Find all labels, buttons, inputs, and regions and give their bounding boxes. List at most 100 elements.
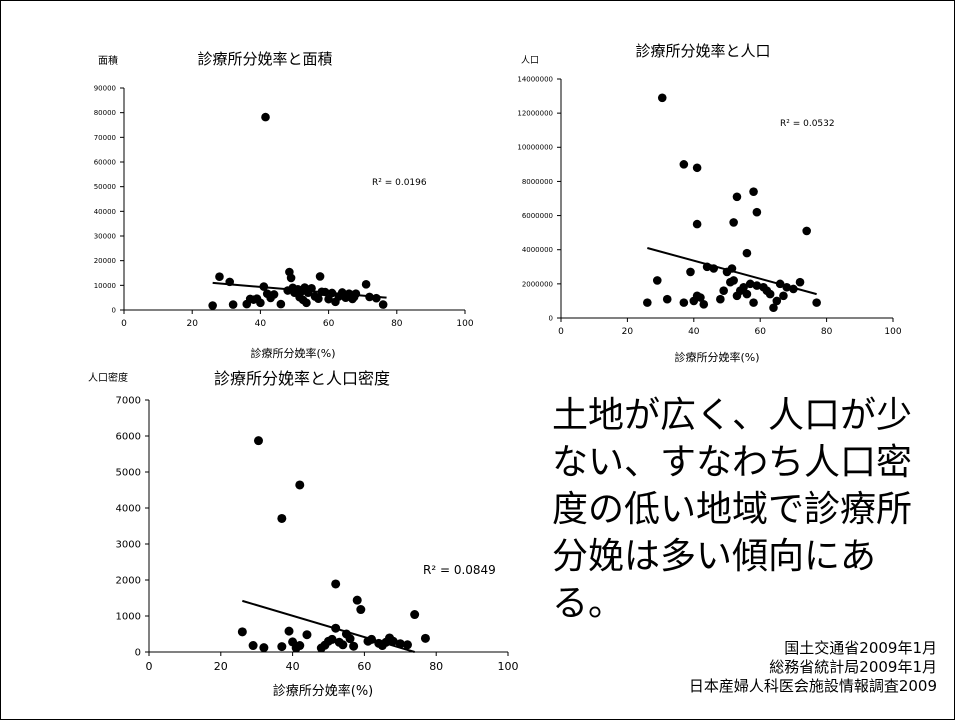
data-point <box>752 281 762 290</box>
data-point <box>228 300 238 309</box>
source-line: 国土交通省2009年1月 <box>784 639 937 657</box>
data-point <box>749 187 758 196</box>
data-point <box>395 639 405 649</box>
data-point <box>215 272 224 282</box>
data-point <box>765 289 775 299</box>
data-point <box>812 298 821 307</box>
r-squared-label: R² = 0.0532 <box>780 119 835 129</box>
y-tick-label: 14000000 <box>517 75 553 83</box>
data-point <box>749 298 758 307</box>
data-point <box>388 636 398 646</box>
data-point <box>742 289 752 299</box>
data-point <box>719 286 728 295</box>
source-line: 日本産婦人科医会施設情報調査2009 <box>688 677 937 695</box>
x-tick-label: 40 <box>688 327 700 337</box>
data-point <box>699 300 709 309</box>
data-point <box>732 192 742 202</box>
y-tick-label: 3000 <box>116 540 141 551</box>
data-point <box>739 282 748 292</box>
x-tick-label: 0 <box>121 319 127 329</box>
x-tick-label: 80 <box>429 660 443 673</box>
r-squared-label: R² = 0.0196 <box>372 178 427 188</box>
data-point <box>692 219 702 229</box>
x-tick-label: 100 <box>498 660 519 673</box>
data-point <box>716 294 725 304</box>
sources-block: 国土交通省2009年1月 総務省統計局2009年1月 日本産婦人科医会施設情報調… <box>689 639 937 696</box>
y-tick-label: 2000 <box>116 576 141 587</box>
data-point <box>402 640 412 650</box>
summary-text: 土地が広く、人口が少ない、すなわち人口密度の低い地域で診療所分娩は多い傾向にある… <box>552 395 913 624</box>
x-tick-label: 60 <box>357 660 371 673</box>
data-point <box>331 579 341 589</box>
y-tick-label: 1000 <box>116 612 141 623</box>
y-tick-label: 70000 <box>94 134 116 142</box>
data-point <box>652 276 662 285</box>
data-point <box>302 298 311 308</box>
x-tick-label: 0 <box>146 660 153 673</box>
data-point <box>338 640 348 650</box>
x-axis-label: 診療所分娩率(%) <box>674 350 759 364</box>
data-point <box>692 163 702 173</box>
x-tick-label: 80 <box>821 327 833 337</box>
y-tick-label: 90000 <box>94 84 116 92</box>
data-point <box>315 272 325 281</box>
data-point <box>742 248 752 258</box>
data-point <box>327 634 337 644</box>
y-tick-label: 2000000 <box>522 280 553 288</box>
x-tick-label: 60 <box>323 319 335 329</box>
source-line: 総務省統計局2009年1月 <box>769 658 937 676</box>
data-point <box>679 160 689 169</box>
data-point <box>253 436 263 446</box>
data-point <box>356 605 366 615</box>
data-point <box>261 112 270 122</box>
y-tick-label: 12000000 <box>517 110 553 118</box>
x-axis-label: 診療所分娩率(%) <box>273 683 374 699</box>
data-point <box>420 633 430 643</box>
y-tick-label: 40000 <box>94 208 116 216</box>
y-tick-label: 80000 <box>94 109 116 117</box>
data-point <box>752 207 762 217</box>
data-point <box>302 630 312 640</box>
data-point <box>378 300 388 309</box>
data-point <box>662 294 672 304</box>
data-point <box>745 279 755 289</box>
data-point <box>277 642 287 652</box>
data-point <box>276 299 286 309</box>
data-point <box>295 480 305 490</box>
y-tick-label: 8000000 <box>522 178 553 186</box>
data-point <box>277 513 287 523</box>
data-point <box>361 280 371 289</box>
y-axis-label: 面積 <box>98 54 118 67</box>
data-point <box>802 226 811 236</box>
y-tick-label: 4000 <box>116 504 141 515</box>
y-tick-label: 20000 <box>94 257 116 265</box>
trendline <box>647 247 817 296</box>
data-point <box>779 291 788 301</box>
data-point <box>349 641 359 651</box>
chart-title: 診療所分娩率と人口 <box>635 42 770 60</box>
data-point <box>295 641 305 651</box>
y-axis-label: 人口密度 <box>88 371 128 384</box>
data-point <box>696 293 705 302</box>
data-point <box>657 93 667 103</box>
y-tick-label: 60000 <box>94 158 116 166</box>
x-tick-label: 100 <box>456 319 473 329</box>
data-point <box>345 634 355 644</box>
y-tick-label: 10000 <box>94 282 116 290</box>
y-tick-label: 6000000 <box>522 212 553 220</box>
y-tick-label: 6000 <box>116 432 141 443</box>
x-tick-label: 60 <box>754 327 766 337</box>
x-tick-label: 20 <box>214 660 228 673</box>
data-point <box>284 626 294 636</box>
x-tick-label: 0 <box>558 327 564 337</box>
data-point <box>679 298 689 307</box>
data-point <box>259 643 269 653</box>
y-tick-label: 10000000 <box>517 144 553 152</box>
y-tick-label: 30000 <box>94 232 116 240</box>
data-point <box>729 218 738 227</box>
x-tick-label: 40 <box>286 660 300 673</box>
y-tick-label: 5000 <box>116 468 141 479</box>
